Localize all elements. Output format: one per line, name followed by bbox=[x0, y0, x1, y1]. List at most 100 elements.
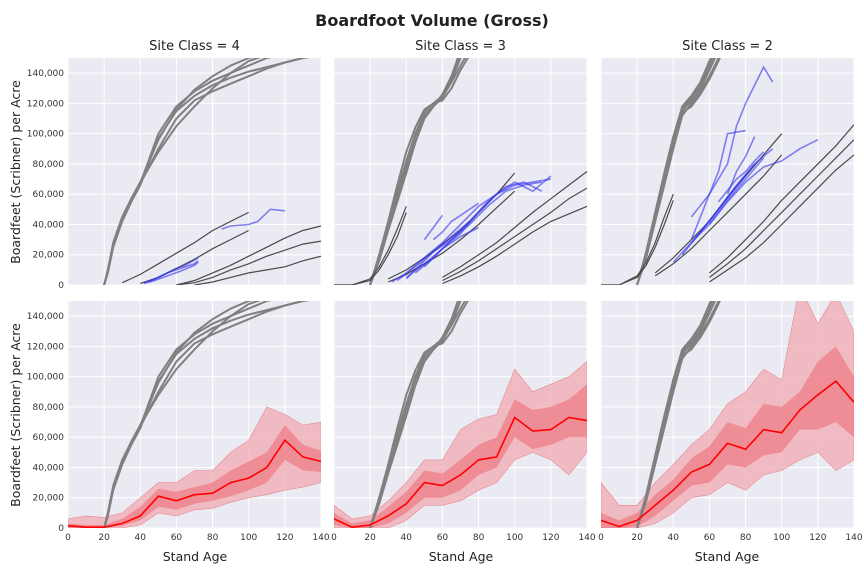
yield-curve-dark bbox=[709, 124, 854, 274]
y-tick-label: 120,000 bbox=[27, 99, 64, 109]
y-tick-label: 40,000 bbox=[33, 220, 65, 230]
y-tick-label: 100,000 bbox=[27, 130, 64, 140]
series-group bbox=[334, 301, 587, 528]
panel-bottom-site-class-3: 0 20 40 60 80 100 120 140 bbox=[331, 301, 596, 543]
y-tick-label: 140,000 bbox=[27, 312, 64, 322]
y-tick-label: 120,000 bbox=[27, 342, 64, 352]
median-line bbox=[334, 416, 587, 528]
x-tick-label: 0 bbox=[65, 533, 71, 543]
observed-plot-line bbox=[405, 220, 471, 280]
series-group bbox=[601, 58, 854, 285]
x-tick-label: 0 bbox=[331, 533, 337, 543]
x-tick-label: 20 bbox=[364, 533, 376, 543]
y-tick-label: 20,000 bbox=[33, 251, 65, 261]
observed-plot-line bbox=[726, 136, 756, 195]
yield-curve-gray bbox=[636, 58, 721, 285]
series-group bbox=[601, 301, 854, 528]
y-tick-label: 140,000 bbox=[27, 69, 64, 79]
figure-title: Boardfoot Volume (Gross) bbox=[315, 11, 549, 30]
x-tick-label: 20 bbox=[631, 533, 643, 543]
observed-plot-line bbox=[708, 138, 819, 225]
observed-plot-line bbox=[391, 178, 552, 283]
y-tick-label: 80,000 bbox=[33, 160, 65, 170]
yield-curve-dark bbox=[654, 154, 783, 277]
panel-top-site-class-4: Site Class = 4 0 20,000 40,000 60,000 80,000 1… bbox=[27, 39, 322, 291]
x-tick-label: 100 bbox=[240, 533, 257, 543]
x-tick-label: 0 bbox=[598, 533, 604, 543]
panels-group: Site Class = 4 0 20,000 40,000 60,000 80,000 1… bbox=[27, 39, 863, 543]
inner-band bbox=[334, 384, 587, 528]
yield-curve-gray bbox=[369, 58, 467, 285]
series-group bbox=[334, 58, 587, 285]
plot-area bbox=[601, 58, 854, 285]
x-tick-label: 40 bbox=[401, 533, 413, 543]
inner-band bbox=[601, 346, 854, 528]
median-line bbox=[68, 438, 321, 528]
observed-plot-line bbox=[221, 208, 285, 230]
y-tick-label: 0 bbox=[58, 281, 64, 291]
panel-bottom-site-class-4: 0 20,000 40,000 60,000 80,000 100,000 120,000 1… bbox=[27, 301, 330, 543]
observed-plot-line bbox=[143, 261, 199, 285]
yield-curve-dark bbox=[442, 205, 587, 285]
panel-title: Site Class = 4 bbox=[149, 39, 240, 54]
x-tick-label: 80 bbox=[207, 533, 219, 543]
yield-curve-gray bbox=[369, 58, 459, 285]
outer-band bbox=[68, 406, 321, 528]
panel-top-site-class-3: Site Class = 3 bbox=[333, 39, 588, 286]
yield-curve-gray bbox=[103, 301, 253, 528]
yield-curve-dark bbox=[334, 212, 407, 285]
yield-curve-dark bbox=[601, 193, 674, 285]
inner-band bbox=[68, 425, 321, 528]
x-axis-label-col1: Stand Age bbox=[163, 549, 228, 564]
observed-plot-line bbox=[148, 260, 199, 283]
yield-curve-dark bbox=[387, 190, 516, 283]
panel-title: Site Class = 2 bbox=[682, 39, 773, 54]
x-tick-label: 60 bbox=[437, 533, 449, 543]
observed-plot-line bbox=[423, 226, 479, 268]
yield-curve-dark bbox=[176, 240, 321, 285]
yield-curve-dark bbox=[194, 255, 321, 285]
x-tick-label: 80 bbox=[473, 533, 485, 543]
x-tick-label: 60 bbox=[171, 533, 183, 543]
series-group bbox=[103, 58, 321, 285]
x-tick-label: 120 bbox=[542, 533, 559, 543]
observed-plot-line bbox=[432, 202, 480, 241]
x-tick-label: 80 bbox=[740, 533, 752, 543]
yield-curve-dark bbox=[121, 211, 249, 284]
yield-curve-gray bbox=[103, 58, 253, 285]
y-tick-label: 0 bbox=[58, 524, 64, 534]
x-tick-label: 120 bbox=[276, 533, 293, 543]
y-tick-label: 60,000 bbox=[33, 190, 65, 200]
x-tick-label: 40 bbox=[668, 533, 680, 543]
yield-curve-dark bbox=[709, 154, 854, 283]
observed-plot-line bbox=[690, 129, 746, 240]
yield-curve-gray bbox=[636, 301, 721, 528]
yield-curve-dark bbox=[442, 171, 587, 278]
outer-band bbox=[334, 361, 587, 528]
y-tick-label: 80,000 bbox=[33, 403, 65, 413]
yield-curve-dark bbox=[709, 139, 854, 278]
observed-plot-line bbox=[690, 157, 765, 244]
x-tick-label: 100 bbox=[773, 533, 790, 543]
panel-bottom-site-class-2: 0 20 40 60 80 100 120 140 bbox=[598, 301, 863, 543]
panel-title: Site Class = 3 bbox=[415, 39, 506, 54]
x-tick-label: 120 bbox=[809, 533, 826, 543]
plot-area bbox=[334, 58, 587, 285]
series-group bbox=[68, 301, 321, 528]
y-axis-label-bottom: Boardfeet (Scribner) per Acre bbox=[8, 323, 23, 507]
x-tick-label: 20 bbox=[98, 533, 110, 543]
yield-curve-dark bbox=[176, 225, 321, 285]
yield-curve-dark bbox=[442, 187, 587, 282]
median-line bbox=[601, 380, 854, 528]
outer-band bbox=[601, 301, 854, 528]
x-tick-label: 60 bbox=[704, 533, 716, 543]
x-tick-label: 140 bbox=[845, 533, 862, 543]
yield-curve-gray bbox=[369, 301, 459, 528]
yield-curve-gray bbox=[369, 301, 467, 528]
x-tick-label: 40 bbox=[135, 533, 147, 543]
x-tick-label: 100 bbox=[506, 533, 523, 543]
x-tick-label: 140 bbox=[578, 533, 595, 543]
observed-plot-line bbox=[672, 175, 747, 263]
y-axis-label-top: Boardfeet (Scribner) per Acre bbox=[8, 80, 23, 264]
